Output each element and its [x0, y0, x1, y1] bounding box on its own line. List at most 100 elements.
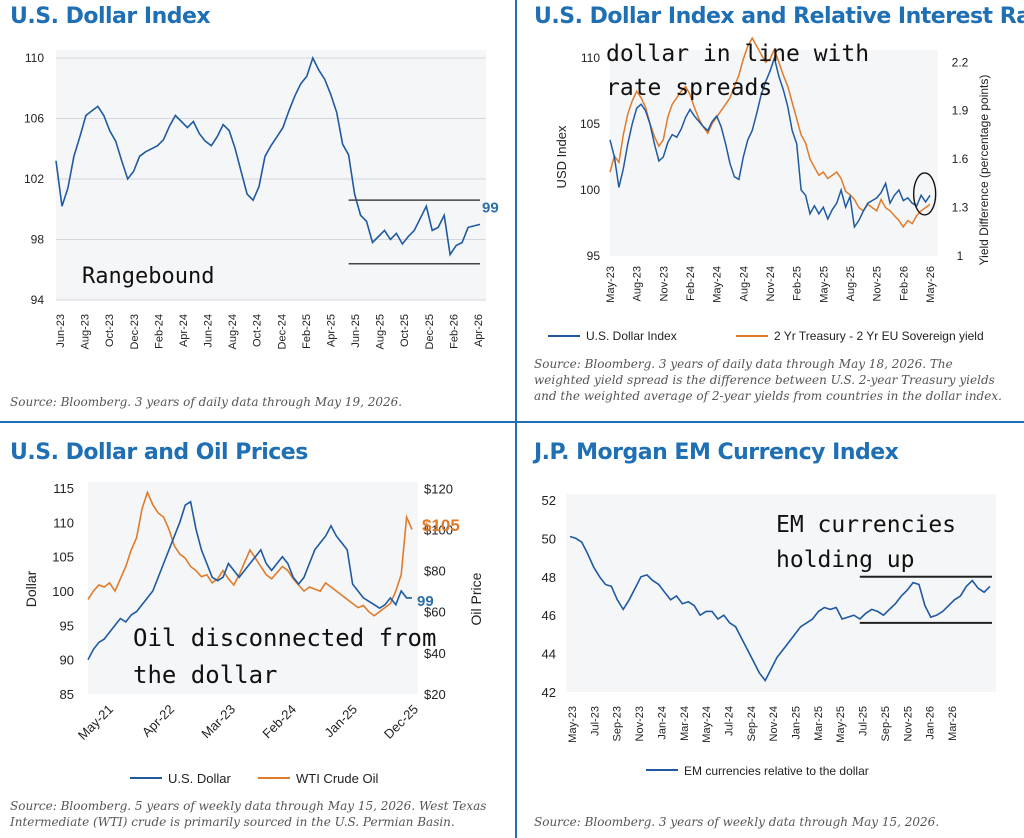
- panel-title: U.S. Dollar and Oil Prices: [10, 440, 308, 465]
- y-tick-label: 90: [60, 653, 74, 668]
- x-tick-label: Jul-24: [723, 706, 735, 736]
- annotation-line1: Oil disconnected from: [133, 624, 436, 652]
- x-tick-label: Jun-25: [350, 314, 362, 348]
- series-line-em: [569, 535, 991, 682]
- y2-tick-label: $80: [424, 564, 446, 579]
- last-value-oil: $105: [422, 516, 460, 535]
- x-tick-label: Mar-26: [947, 706, 959, 741]
- x-tick-label: Aug-24: [227, 314, 239, 349]
- y-axis-label: USD Index: [554, 125, 569, 188]
- last-value-dollar: 99: [417, 593, 434, 610]
- y-tick-label: 44: [542, 647, 556, 662]
- legend-label-dollar: U.S. Dollar: [168, 771, 232, 786]
- legend-label-oil: WTI Crude Oil: [296, 771, 378, 786]
- legend-label-yield: 2 Yr Treasury - 2 Yr EU Sovereign yield: [774, 329, 984, 343]
- vertical-divider: [515, 0, 517, 838]
- x-tick-label: Jan-26: [925, 706, 937, 740]
- y2-tick-label: 1: [957, 249, 964, 263]
- y-tick-label: 50: [542, 531, 556, 546]
- y-tick-label: 52: [542, 493, 556, 508]
- x-tick-label: Dec-24: [276, 314, 288, 349]
- x-tick-label: Nov-24: [765, 266, 777, 301]
- x-tick-label: May-24: [712, 266, 724, 303]
- x-tick-label: Feb-26: [898, 266, 910, 301]
- last-value-label: 99: [482, 199, 499, 216]
- panel-dollar-oil: U.S. Dollar and Oil Prices 85 90 95 100 105 1…: [0, 424, 514, 838]
- annotation-rangebound: Rangebound: [82, 264, 214, 289]
- x-tick-label: May-26: [925, 266, 937, 303]
- y-tick-label: 110: [53, 515, 74, 530]
- y2-tick-label: 1.6: [952, 152, 969, 166]
- x-tick-label: Jul-23: [589, 706, 601, 736]
- y-tick-label: 95: [587, 249, 601, 263]
- x-tick-label: Aug-25: [375, 314, 387, 349]
- y2-tick-label: 1.9: [952, 104, 969, 118]
- chart-dollar-rates: 95 100 105 110 1 1.3 1.6 1.9 2.2 USD Index Yield D…: [548, 36, 991, 343]
- y2-tick-label: $40: [424, 646, 446, 661]
- x-tick-label: Feb-24: [259, 702, 299, 742]
- y-axis-label: Dollar: [23, 570, 39, 607]
- series-line-dollar-index: [55, 55, 481, 257]
- chart-dollar-index: 94 98 102 106 110 99 Rangebound Jun-23 Aug-23 Oct…: [24, 50, 499, 349]
- x-tick-label: Apr-22: [139, 702, 177, 740]
- y-tick-label: 102: [24, 172, 44, 186]
- x-tick-label: Jun-24: [203, 314, 215, 348]
- y-tick-label: 46: [542, 608, 556, 623]
- x-tick-label: Dec-25: [424, 314, 436, 349]
- x-tick-label: Sep-24: [746, 706, 758, 741]
- y-tick-label: 110: [25, 51, 44, 65]
- x-tick-label: Feb-25: [792, 266, 804, 301]
- horizontal-divider: [0, 421, 1024, 423]
- annotation-line2: rate spreads: [606, 75, 772, 101]
- y2-tick-label: $20: [424, 687, 446, 702]
- legend-label-dollar: U.S. Dollar Index: [586, 329, 677, 343]
- x-tick-label: May-24: [701, 706, 713, 743]
- x-tick-label: Feb-24: [153, 314, 165, 349]
- x-tick-label: Apr-26: [473, 314, 485, 347]
- y-tick-label: 106: [24, 112, 44, 126]
- legend-label-em: EM currencies relative to the dollar: [684, 764, 869, 778]
- x-tick-label: Mar-24: [679, 706, 691, 741]
- x-tick-label: Apr-25: [325, 314, 337, 347]
- x-tick-label: Apr-24: [178, 314, 190, 347]
- x-tick-label: Jul-25: [858, 706, 870, 736]
- x-tick-label: Aug-23: [632, 266, 644, 301]
- annotation-line2: the dollar: [133, 661, 278, 689]
- x-tick-label: Oct-23: [104, 314, 116, 347]
- panel-title: J.P. Morgan EM Currency Index: [534, 440, 899, 465]
- annotation-line1: dollar in line with: [606, 41, 869, 67]
- y2-tick-label: $120: [424, 481, 453, 496]
- series-line-yield-spread: [609, 36, 931, 229]
- y2-axis-label: Yield Difference (percentage points): [977, 75, 991, 266]
- source-note: Source: Bloomberg. 3 years of daily data…: [534, 357, 1002, 403]
- source-note: Source: Bloomberg. 5 years of weekly dat…: [10, 799, 487, 829]
- x-tick-label: Aug-24: [738, 266, 750, 301]
- x-tick-label: Sep-25: [880, 706, 892, 741]
- x-tick-label: Dec-23: [129, 314, 141, 349]
- x-tick-label: Mar-23: [198, 702, 238, 742]
- x-tick-label: Aug-25: [845, 266, 857, 301]
- x-tick-label: Jan-25: [791, 706, 803, 740]
- y-tick-label: 95: [60, 618, 74, 633]
- x-tick-label: Nov-23: [658, 266, 670, 301]
- x-tick-label: Nov-23: [634, 706, 646, 741]
- y2-tick-label: 1.3: [952, 201, 969, 215]
- x-tick-label: May-23: [567, 706, 579, 743]
- x-tick-label: Feb-24: [685, 266, 697, 301]
- y-tick-label: 42: [542, 685, 556, 700]
- x-tick-label: Dec-25: [381, 702, 421, 742]
- y2-axis-label: Oil Price: [468, 572, 484, 625]
- x-tick-label: Sep-23: [612, 706, 624, 741]
- series-line-dollar: [87, 500, 412, 661]
- x-tick-label: Jan-24: [656, 706, 668, 740]
- source-note: Source: Bloomberg. 3 years of weekly dat…: [534, 815, 940, 829]
- y-tick-label: 100: [52, 584, 74, 599]
- y-tick-label: 48: [542, 570, 556, 585]
- x-tick-label: Feb-25: [301, 314, 313, 349]
- plot-background: [88, 482, 418, 694]
- y-tick-label: 110: [581, 51, 600, 65]
- y-tick-label: 115: [53, 481, 74, 496]
- x-tick-label: May-23: [605, 266, 617, 303]
- x-tick-label: May-25: [835, 706, 847, 743]
- x-tick-label: Feb-26: [448, 314, 460, 349]
